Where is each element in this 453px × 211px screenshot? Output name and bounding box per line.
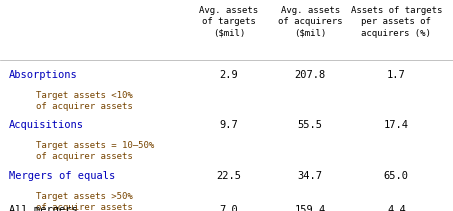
Text: 207.8: 207.8 xyxy=(295,70,326,80)
Text: 22.5: 22.5 xyxy=(216,171,241,181)
Text: Avg. assets
of acquirers
($mil): Avg. assets of acquirers ($mil) xyxy=(278,6,342,38)
Text: 1.7: 1.7 xyxy=(387,70,406,80)
Text: All mergers: All mergers xyxy=(9,205,78,211)
Text: Acquisitions: Acquisitions xyxy=(9,120,84,130)
Text: 34.7: 34.7 xyxy=(298,171,323,181)
Text: 65.0: 65.0 xyxy=(384,171,409,181)
Text: 9.7: 9.7 xyxy=(219,120,238,130)
Text: 55.5: 55.5 xyxy=(298,120,323,130)
Text: 17.4: 17.4 xyxy=(384,120,409,130)
Text: 159.4: 159.4 xyxy=(295,205,326,211)
Text: Assets of targets
per assets of
acquirers (%): Assets of targets per assets of acquirer… xyxy=(351,6,442,38)
Text: 4.4: 4.4 xyxy=(387,205,406,211)
Text: 2.9: 2.9 xyxy=(219,70,238,80)
Text: Target assets = 10–50%
of acquirer assets: Target assets = 10–50% of acquirer asset… xyxy=(36,141,154,161)
Text: 7.0: 7.0 xyxy=(219,205,238,211)
Text: Target assets <10%
of acquirer assets: Target assets <10% of acquirer assets xyxy=(36,91,133,111)
Text: Target assets >50%
of acquirer assets: Target assets >50% of acquirer assets xyxy=(36,192,133,211)
Text: Mergers of equals: Mergers of equals xyxy=(9,171,116,181)
Text: Absorptions: Absorptions xyxy=(9,70,78,80)
Text: Avg. assets
of targets
($mil): Avg. assets of targets ($mil) xyxy=(199,6,258,38)
